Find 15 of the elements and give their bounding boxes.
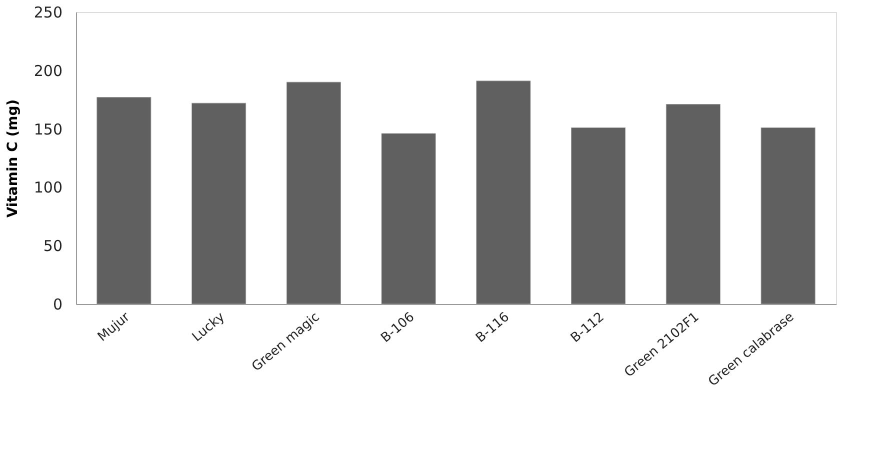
y-tick-label: 150 [34,120,62,138]
bar [760,127,816,304]
bar [96,97,152,304]
bar [666,104,720,304]
y-tick-label: 250 [34,4,62,22]
y-tick-label: 0 [52,296,62,314]
bar [381,133,436,304]
bar [286,82,341,304]
bar [476,80,531,304]
y-tick-label: 50 [43,237,62,256]
y-axis-title: Vitamin C (mg) [4,99,21,218]
y-tick-label: 200 [34,62,62,80]
y-tick-label: 100 [34,178,62,197]
bar [192,102,246,304]
bar [571,127,626,304]
